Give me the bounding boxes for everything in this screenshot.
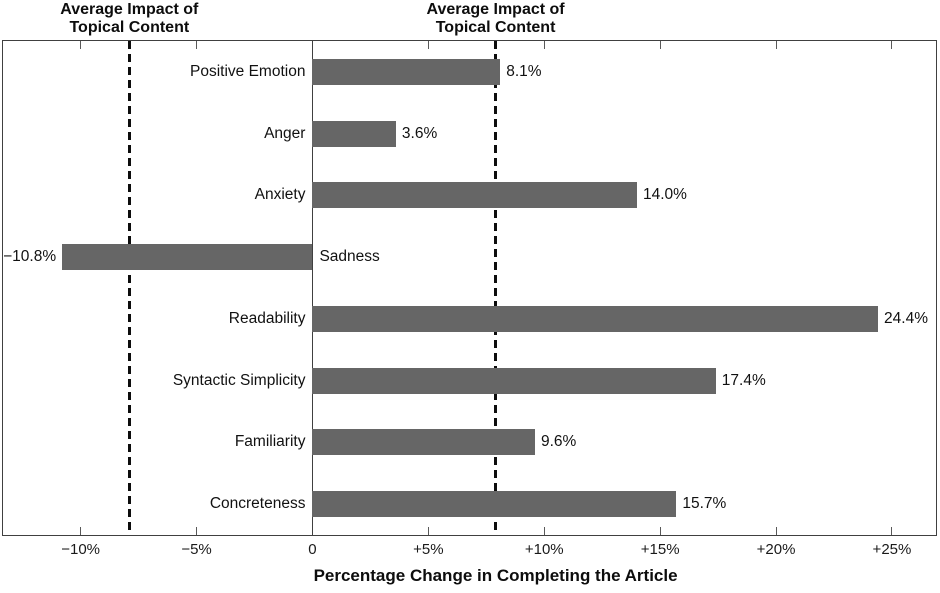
bar-syntactic-simplicity xyxy=(312,367,716,394)
annotation-left-line1: Average Impact of xyxy=(60,1,199,18)
bar-anger xyxy=(312,120,396,147)
x-axis-tick-label: +25% xyxy=(872,541,912,558)
bar-readability xyxy=(312,305,879,332)
x-axis-tick-label: +5% xyxy=(413,541,444,558)
bar-positive-emotion xyxy=(312,58,501,85)
x-axis-tick-bottom xyxy=(196,527,198,535)
category-label: Familiarity xyxy=(234,433,306,451)
bar-anxiety xyxy=(312,182,637,209)
x-axis-tick-top xyxy=(659,41,661,49)
value-label: 8.1% xyxy=(506,62,542,80)
x-axis-tick-label: 0 xyxy=(308,541,317,558)
x-axis-tick-top xyxy=(427,41,429,49)
x-axis-tick-label: −5% xyxy=(181,541,212,558)
x-axis-tick-bottom xyxy=(891,527,893,535)
annotation-left-line2: Topical Content xyxy=(69,19,190,36)
category-label: Anxiety xyxy=(254,186,306,204)
x-axis-tick-label: +10% xyxy=(524,541,564,558)
value-label: −10.8% xyxy=(3,248,57,266)
reference-line-dashed xyxy=(127,41,131,535)
annotation-right-line1: Average Impact of xyxy=(426,1,565,18)
x-axis-tick-label: −10% xyxy=(61,541,101,558)
x-axis-tick-top xyxy=(891,41,893,49)
category-label: Concreteness xyxy=(209,495,306,513)
value-label: 3.6% xyxy=(401,124,438,142)
category-label: Sadness xyxy=(319,248,380,266)
x-axis-tick-bottom xyxy=(80,527,82,535)
category-label: Readability xyxy=(228,309,306,327)
x-axis-tick-bottom xyxy=(427,527,429,535)
category-label: Anger xyxy=(264,124,306,142)
zero-baseline xyxy=(311,41,313,535)
bar-sadness xyxy=(62,244,313,271)
annotation-left-avg-impact: Average Impact of Topical Content xyxy=(60,1,198,37)
reference-line-dashed xyxy=(494,41,498,535)
annotation-right-avg-impact: Average Impact of Topical Content xyxy=(427,1,565,37)
value-label: 24.4% xyxy=(884,309,928,327)
x-axis-tick-label: +20% xyxy=(756,541,796,558)
annotation-right-line2: Topical Content xyxy=(435,19,556,36)
bar-concreteness xyxy=(312,491,677,518)
value-label: 9.6% xyxy=(540,433,577,451)
x-axis-tick-top xyxy=(775,41,777,49)
value-label: 17.4% xyxy=(721,371,766,389)
value-label: 14.0% xyxy=(642,186,687,204)
x-axis-tick-label: +15% xyxy=(640,541,680,558)
x-axis-tick-top xyxy=(543,41,545,49)
x-axis-tick-top xyxy=(80,41,82,49)
x-axis-tick-top xyxy=(196,41,198,49)
x-axis-tick-bottom xyxy=(775,527,777,535)
category-label: Positive Emotion xyxy=(190,62,306,80)
x-axis-tick-bottom xyxy=(543,527,545,535)
plot-area: Positive Emotion 8.1% Anger 3.6% Anxiety 14.0… xyxy=(2,40,937,536)
category-label: Syntactic Simplicity xyxy=(172,371,306,389)
x-axis-tick-bottom xyxy=(659,527,661,535)
bar-familiarity xyxy=(312,429,535,456)
x-axis-label: Percentage Change in Completing the Arti… xyxy=(313,566,678,585)
value-label: 15.7% xyxy=(682,495,727,513)
